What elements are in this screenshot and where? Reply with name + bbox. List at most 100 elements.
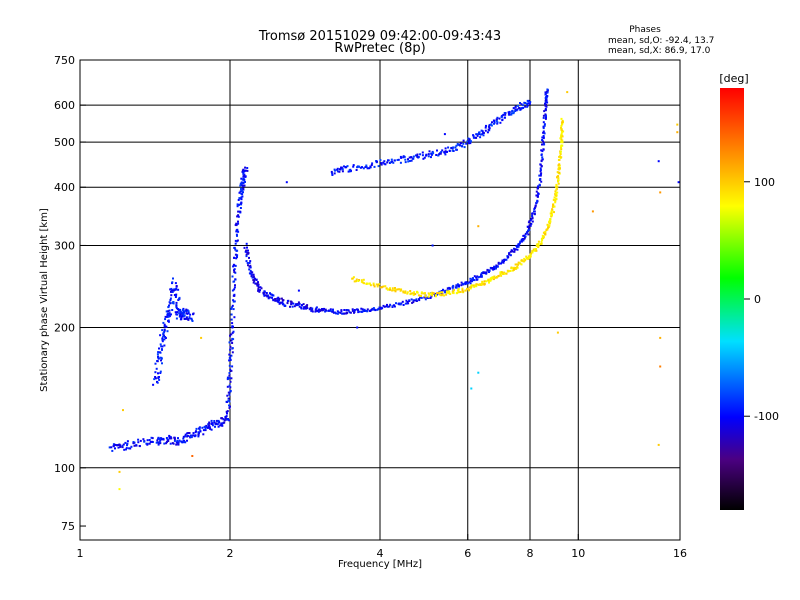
- data-point: [243, 174, 246, 177]
- data-point: [531, 220, 534, 223]
- axis-ticks: 1 2 4 6 8 10 16 75 100 200 300 400 500 600 750: [54, 54, 687, 560]
- data-point: [187, 312, 190, 315]
- data-point: [559, 137, 562, 140]
- data-point: [208, 421, 211, 424]
- data-point: [441, 293, 444, 296]
- data-point: [148, 439, 151, 441]
- data-point: [331, 310, 334, 313]
- data-point: [455, 144, 458, 147]
- data-point: [514, 110, 517, 112]
- data-point: [561, 141, 564, 144]
- data-point: [493, 121, 496, 124]
- data-point: [404, 161, 407, 164]
- data-point: [554, 199, 557, 202]
- data-point: [198, 432, 200, 435]
- data-point: [240, 177, 243, 180]
- x-tick-label: 16: [673, 547, 687, 560]
- data-point: [126, 442, 129, 445]
- data-point: [227, 397, 230, 400]
- data-point: [404, 158, 407, 161]
- data-point: [322, 308, 325, 311]
- data-point: [351, 277, 354, 280]
- data-point: [450, 146, 453, 149]
- data-point: [558, 163, 561, 166]
- data-point: [566, 91, 569, 94]
- data-point: [353, 309, 356, 311]
- data-point: [240, 198, 243, 201]
- data-point: [515, 267, 518, 270]
- data-point: [237, 210, 240, 213]
- data-point: [659, 191, 662, 194]
- phases-header: Phases: [629, 25, 661, 35]
- data-point: [560, 124, 563, 127]
- data-point: [226, 401, 229, 403]
- data-point: [343, 165, 345, 168]
- data-point: [352, 276, 355, 279]
- data-point: [551, 214, 553, 216]
- data-point: [300, 304, 303, 307]
- data-point: [514, 105, 517, 108]
- data-point: [494, 276, 497, 279]
- data-point: [239, 182, 242, 185]
- data-point: [558, 168, 561, 171]
- data-point: [192, 434, 195, 437]
- data-point: [444, 147, 447, 150]
- data-point: [179, 308, 182, 311]
- data-point: [310, 309, 313, 312]
- data-point: [329, 308, 332, 311]
- grid-lines: [80, 60, 680, 540]
- data-point: [245, 260, 248, 263]
- data-point: [515, 263, 518, 266]
- data-point: [470, 387, 473, 390]
- data-point: [508, 112, 510, 115]
- data-point: [475, 276, 478, 279]
- data-point: [230, 354, 233, 357]
- data-point: [179, 310, 182, 313]
- data-point: [370, 164, 373, 166]
- data-point: [139, 439, 142, 442]
- data-point: [560, 117, 563, 120]
- data-point: [543, 124, 546, 127]
- data-point: [252, 273, 255, 276]
- data-point: [537, 243, 540, 245]
- data-point: [510, 249, 513, 252]
- data-point: [292, 302, 295, 305]
- data-point: [202, 433, 205, 436]
- data-point: [248, 256, 250, 259]
- data-point: [162, 437, 165, 440]
- data-point: [500, 262, 502, 265]
- data-point: [539, 178, 542, 181]
- data-point: [168, 437, 171, 440]
- data-point: [232, 265, 235, 268]
- data-point: [417, 156, 420, 158]
- data-point: [111, 449, 114, 452]
- data-point: [303, 306, 306, 309]
- data-point: [235, 233, 238, 236]
- data-point: [536, 187, 539, 190]
- data-point: [409, 290, 412, 292]
- data-point: [532, 248, 535, 251]
- data-point: [379, 286, 382, 289]
- data-point: [115, 444, 118, 447]
- data-point: [152, 383, 155, 386]
- data-point: [157, 441, 160, 444]
- data-point: [556, 185, 559, 188]
- data-point: [230, 307, 233, 310]
- data-point: [449, 293, 452, 295]
- data-point: [511, 109, 514, 112]
- data-point: [186, 318, 189, 321]
- data-point: [550, 210, 553, 213]
- data-point: [248, 268, 251, 271]
- data-point: [151, 440, 154, 443]
- data-point: [186, 309, 189, 312]
- data-point: [553, 196, 556, 199]
- data-point: [555, 185, 558, 188]
- data-point: [306, 304, 309, 307]
- data-point: [225, 415, 228, 418]
- x-tick-label: 2: [227, 547, 234, 560]
- data-point: [508, 252, 511, 255]
- data-point: [503, 259, 506, 261]
- data-point: [180, 316, 183, 319]
- data-point: [133, 444, 136, 447]
- data-point: [512, 112, 515, 115]
